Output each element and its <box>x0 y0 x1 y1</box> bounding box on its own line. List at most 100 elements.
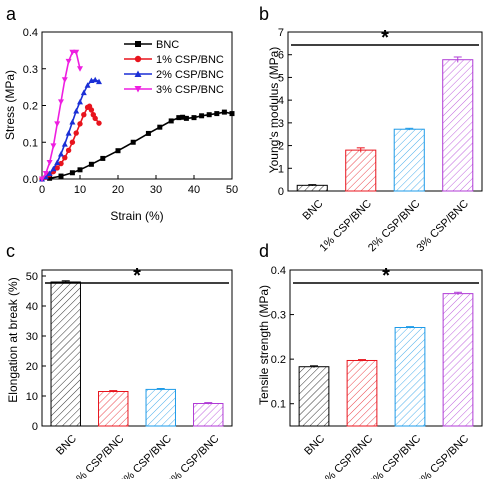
panel-a-point-2pct <box>92 76 99 83</box>
panel-b-bar-1pct <box>345 149 377 192</box>
panel-a-point-3pct <box>61 77 68 83</box>
legend-marker-1pct <box>134 55 142 63</box>
panel-a-point-bnc <box>229 111 235 117</box>
panel-b-ytick-label: 2 <box>278 141 284 153</box>
panel-a-point-bnc <box>130 139 136 145</box>
panel-c-ytick-label: 0 <box>32 421 38 433</box>
legend-marker-bnc <box>135 41 141 47</box>
panel-a-point-2pct <box>65 130 72 136</box>
panel-d-ytick-label: 0.4 <box>271 265 286 277</box>
panel-b-category-label: 3% CSP/BNC <box>414 198 471 255</box>
panel-a-point-3pct <box>50 143 57 149</box>
panel-a-point-2pct <box>96 78 102 85</box>
panel-a-point-1pct <box>92 115 98 122</box>
panel-d-category-label: BNC <box>302 433 327 458</box>
panel-a-point-bnc <box>206 112 212 118</box>
panel-a-point-bnc <box>168 118 174 124</box>
panel-b-ytick-label: 1 <box>278 163 284 175</box>
panel-a-point-1pct <box>65 147 72 154</box>
panel-a-ytick-label: 0.3 <box>23 64 38 76</box>
panel-a-point-bnc <box>180 114 186 120</box>
panel-a-point-2pct <box>50 165 57 172</box>
panel-a-point-2pct <box>54 159 61 165</box>
panel-d-bar-1pct <box>346 359 378 427</box>
panel-b-ylabel: Young's modulus (MPa) <box>267 47 281 174</box>
panel-b-significance-star: * <box>381 27 389 49</box>
panel-c-bar-2pct <box>145 388 176 427</box>
panel-a-point-bnc <box>69 170 75 176</box>
panel-a-point-3pct <box>58 99 64 105</box>
legend-label-1pct: 1% CSP/BNC <box>156 54 224 66</box>
panel-b-ytick-label: 6 <box>278 50 284 62</box>
panel-a-point-3pct <box>42 170 49 177</box>
panel-b-bar-2pct <box>393 128 425 192</box>
panel-a-point-1pct <box>96 120 102 126</box>
panel-d-axes-frame <box>289 269 483 427</box>
panel-c-bar-bnc <box>50 281 81 427</box>
panel-a-ytick-label: 0.4 <box>23 27 38 39</box>
panel-a-point-bnc <box>58 173 64 179</box>
panel-d-category-label: 1% CSP/BNC <box>319 433 376 479</box>
panel-label-b: b <box>259 4 269 24</box>
panel-d-bar-bnc <box>298 366 330 427</box>
panel-a-point-2pct <box>58 151 64 157</box>
panel-a-xtick-label: 30 <box>150 184 162 196</box>
panel-b-ytick-label: 5 <box>278 72 284 84</box>
panel-a-xlabel: Strain (%) <box>110 209 163 223</box>
panel-a-legend: BNC 1% CSP/BNC 2% CSP/BNC 3% CSP/BNC <box>124 39 224 96</box>
panel-c-ytick-label: 20 <box>26 361 38 373</box>
panel-d-ytick-label: 0.2 <box>271 354 286 366</box>
legend-label-2pct: 2% CSP/BNC <box>156 69 224 81</box>
panel-d-category-label: 2% CSP/BNC <box>367 433 424 479</box>
panel-a-point-1pct <box>69 139 76 145</box>
panel-b-ytick-label: 4 <box>278 95 284 107</box>
legend-label-3pct: 3% CSP/BNC <box>156 84 224 96</box>
panel-c-significance-star: * <box>133 265 141 287</box>
panel-c-ytick-label: 10 <box>26 391 38 403</box>
panel-label-d: d <box>259 241 269 261</box>
panel-a-point-3pct <box>73 49 80 56</box>
panel-a-point-1pct <box>54 165 60 171</box>
panel-b-ytick-label: 3 <box>278 118 284 130</box>
panel-a-point-bnc <box>214 111 220 117</box>
panel-a-point-1pct <box>81 111 87 118</box>
panel-c-ylabel: Elongation at break (%) <box>6 277 20 402</box>
panel-b-ytick-label: 7 <box>278 27 284 39</box>
panel-c-category-label: 1% CSP/BNC <box>70 433 127 479</box>
panel-d-ylabel: Tensile strength (MPa) <box>257 285 271 405</box>
panel-d-significance-star: * <box>382 265 390 287</box>
panel-a-point-bnc <box>115 148 121 154</box>
panel-a-point-2pct <box>77 98 83 105</box>
panel-a-point-2pct <box>61 141 68 147</box>
panel-c-ytick-label: 40 <box>26 301 38 313</box>
panel-c-ytick-label: 30 <box>26 331 38 343</box>
panel-a-ytick-label: 0.1 <box>23 137 38 149</box>
legend-label-bnc: BNC <box>156 39 179 51</box>
panel-a-point-2pct <box>42 173 49 180</box>
panel-c-category-label: BNC <box>54 433 79 458</box>
legend-marker-2pct <box>134 70 142 77</box>
panel-c-category-label: 2% CSP/BNC <box>117 433 174 479</box>
panel-a-point-bnc <box>157 124 163 130</box>
panel-c-ytick-label: 50 <box>26 271 38 283</box>
panel-a-point-2pct <box>73 108 80 114</box>
panel-b-ytick-label: 0 <box>278 186 284 198</box>
panel-a-point-bnc <box>221 109 227 115</box>
panel-a-ylabel: Stress (MPa) <box>3 70 17 140</box>
panel-d-ytick-label: 0.3 <box>271 310 286 322</box>
panel-a-point-3pct <box>39 176 45 182</box>
panel-a-point-2pct <box>80 89 87 96</box>
panel-a-point-3pct <box>54 121 61 127</box>
panel-a-xtick-label: 0 <box>39 184 45 196</box>
panel-a-point-1pct <box>73 130 79 136</box>
panel-c-bar-1pct <box>98 391 129 427</box>
panel-a-point-2pct <box>84 82 91 88</box>
panel-d-bar-3pct <box>442 293 474 427</box>
panel-a-point-bnc <box>47 175 53 181</box>
panel-a-point-3pct <box>46 159 53 166</box>
panel-a-point-1pct <box>77 121 83 127</box>
panel-a-point-bnc <box>199 113 205 119</box>
panel-a-point-bnc <box>176 115 182 121</box>
legend-marker-3pct <box>134 86 142 93</box>
